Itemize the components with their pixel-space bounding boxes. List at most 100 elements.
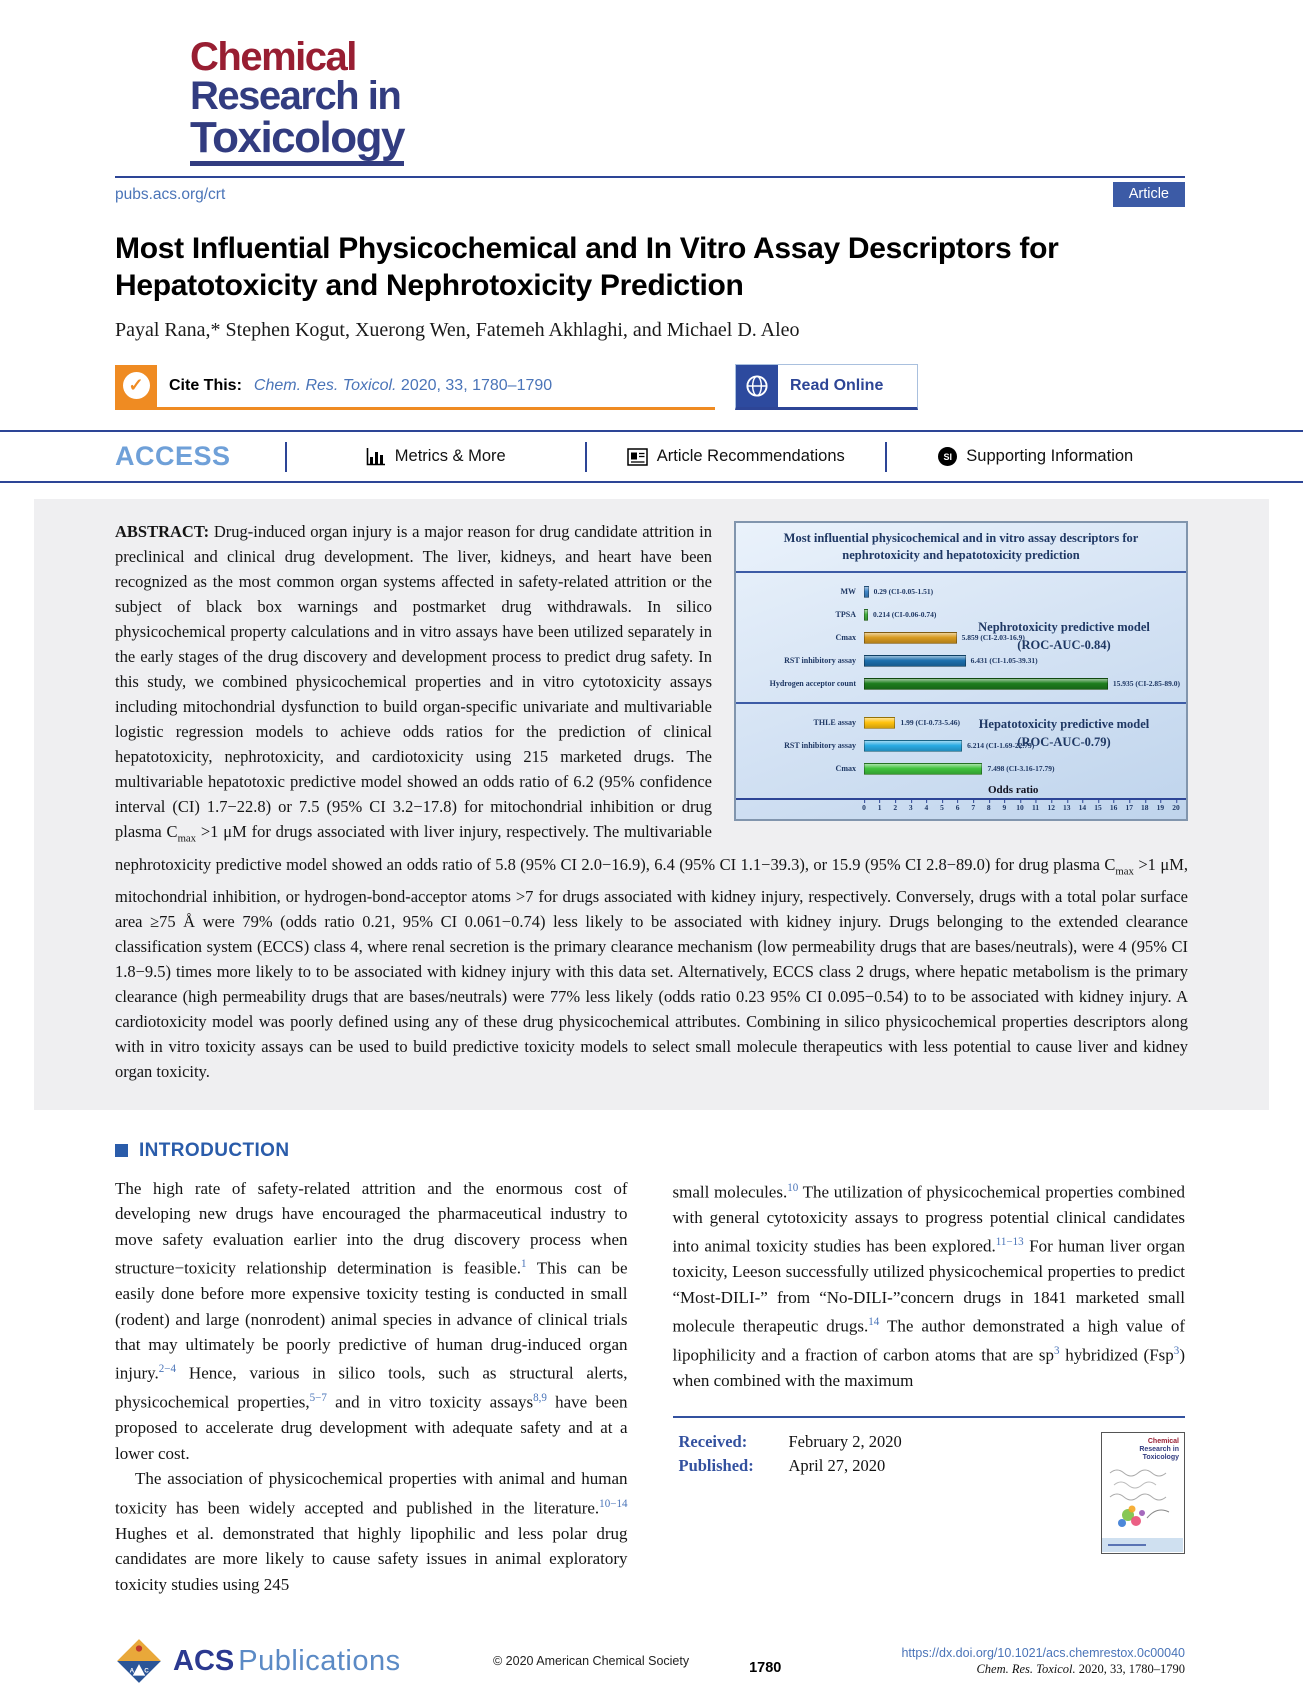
bar-value-annotation: 6.214 (CI-1.69-22.79): [967, 741, 1035, 751]
chart-panel: MW 0.29 (CI-0.05-1.51) TPSA 0.214 (CI-0.06-…: [736, 573, 1186, 705]
chart-bar-row: MW 0.29 (CI-0.05-1.51): [736, 580, 1180, 603]
intro-paragraph-1: The high rate of safety-related attritio…: [115, 1178, 628, 1463]
divider: [285, 441, 287, 472]
x-axis-tick: 6: [955, 800, 960, 813]
divider: [585, 441, 587, 472]
journal-logo-line3: Toxicology: [190, 116, 405, 167]
x-axis: 0 1 2 3 4 5 6 7 8 9 10 11 12 13 14 15 16 17 18 19 20: [736, 798, 1186, 819]
published-label: Published:: [678, 1455, 754, 1475]
read-online-button[interactable]: Read Online: [735, 364, 919, 411]
bar: [864, 677, 1108, 690]
article-icon: [627, 448, 648, 466]
chart-bar-row: THLE assay 1.99 (CI-0.73-5.46): [736, 711, 1180, 734]
section-square-icon: [115, 1144, 128, 1158]
x-axis-tick: 12: [1047, 800, 1055, 813]
bar-category-label: Cmax: [835, 633, 856, 643]
x-axis-tick: 0: [862, 800, 866, 813]
x-axis-tick: 4: [924, 800, 929, 813]
chart-bar-row: RST inhibitory assay 6.431 (CI-1.05-39.31…: [736, 649, 1180, 672]
abstract-section: Most influential physicochemical and in …: [34, 499, 1269, 1110]
bar-category-label: THLE assay: [813, 718, 856, 728]
published-date: April 27, 2020: [788, 1455, 886, 1475]
journal-url-link[interactable]: pubs.acs.org/crt: [115, 186, 226, 204]
supporting-info-label: Supporting Information: [966, 447, 1134, 466]
dates-box: Received: February 2, 2020 Published: Ap…: [672, 1415, 1185, 1554]
chart-panel: THLE assay 1.99 (CI-0.73-5.46) RST inhibit…: [736, 704, 1186, 798]
globe-icon: [736, 365, 778, 408]
bar-value-annotation: 15.935 (CI-2.85-89.0): [1112, 679, 1180, 689]
access-link[interactable]: ACCESS: [115, 441, 231, 472]
x-axis-tick: 16: [1109, 800, 1118, 813]
x-axis-tick: 9: [1002, 800, 1007, 813]
introduction-section: INTRODUCTION The high rate of safety-rel…: [0, 1140, 1303, 1597]
bar: [864, 631, 957, 644]
abstract-paragraph: ABSTRACT: Drug-induced organ injury is a…: [115, 519, 1188, 1084]
x-axis-tick: 8: [986, 800, 991, 813]
x-axis-tick: 1: [877, 800, 882, 813]
x-axis-tick: 10: [1016, 800, 1024, 813]
x-axis-tick: 11: [1032, 800, 1040, 813]
bar-value-annotation: 6.431 (CI-1.05-39.31): [970, 656, 1038, 666]
read-online-label: Read Online: [790, 377, 884, 395]
bar-category-label: MW: [840, 587, 856, 597]
x-axis-tick: 5: [940, 800, 944, 813]
bar: [864, 608, 868, 621]
journal-logo-line1: Chemical: [190, 35, 357, 79]
chart-bar-row: TPSA 0.214 (CI-0.06-0.74): [736, 603, 1180, 626]
page-number: 1780: [749, 1660, 782, 1676]
intro-paragraph-2: The association of physicochemical prope…: [115, 1469, 628, 1594]
masthead: Chemical Research in Toxicology pubs.acs…: [0, 0, 1303, 208]
chart-bar-row: Hydrogen acceptor count 15.935 (CI-2.85-8…: [736, 672, 1180, 695]
journal-cover-thumbnail: Chemical Research in Toxicology: [1101, 1431, 1185, 1554]
chart-bar-row: Cmax 5.859 (CI-2.03-16.9): [736, 626, 1180, 649]
intro-left-column: The high rate of safety-related attritio…: [115, 1176, 628, 1597]
metrics-link[interactable]: Metrics & More: [287, 447, 586, 466]
bar: [864, 716, 896, 729]
journal-logo-line2: Research in: [190, 74, 402, 119]
chart-plot-area: MW 0.29 (CI-0.05-1.51) TPSA 0.214 (CI-0.06-…: [736, 573, 1186, 819]
footer: A C ACS Publications © 2020 American Che…: [0, 1637, 1303, 1685]
recommendations-link[interactable]: Article Recommendations: [587, 447, 886, 466]
abstract-text: Drug-induced organ injury is a major rea…: [115, 522, 1188, 1081]
si-icon: SI: [938, 447, 958, 467]
authors: Payal Rana,* Stephen Kogut, Xuerong Wen,…: [115, 319, 800, 342]
metrics-label: Metrics & More: [394, 447, 506, 466]
x-axis-tick: 19: [1156, 800, 1165, 813]
svg-text:C: C: [144, 1667, 149, 1674]
x-axis-tick: 15: [1094, 800, 1102, 813]
supporting-info-link[interactable]: SI Supporting Information: [887, 447, 1186, 467]
bar-value-annotation: 1.99 (CI-0.73-5.46): [900, 718, 961, 728]
intro-right-column: small molecules.10 The utilization of ph…: [672, 1176, 1185, 1597]
x-axis-tick: 3: [908, 800, 913, 813]
chart-bar-row: Cmax 7.498 (CI-3.16-17.79): [736, 757, 1180, 780]
article-type-badge: Article: [1112, 182, 1185, 208]
received-label: Received:: [678, 1431, 748, 1451]
doi-link[interactable]: https://dx.doi.org/10.1021/acs.chemresto…: [901, 1645, 1185, 1660]
x-axis-tick: 13: [1063, 800, 1071, 813]
x-axis-tick: 20: [1172, 800, 1180, 813]
journal-logo: Chemical Research in Toxicology: [190, 35, 1185, 167]
doi-block: https://dx.doi.org/10.1021/acs.chemresto…: [901, 1646, 1185, 1677]
publications-wordmark: Publications: [238, 1644, 401, 1677]
x-axis-tick: 7: [971, 800, 976, 813]
bar: [864, 654, 966, 667]
bar-value-annotation: 0.29 (CI-0.05-1.51): [873, 587, 934, 597]
x-axis-tick: 17: [1125, 800, 1133, 813]
acs-publications-logo: A C ACS Publications: [115, 1637, 415, 1685]
bar: [864, 762, 983, 775]
cite-this-button[interactable]: ✓ Cite This: Chem. Res. Toxicol. 2020, 3…: [115, 364, 715, 411]
x-axis-tick: 18: [1141, 800, 1149, 813]
bar-category-label: Hydrogen acceptor count: [769, 679, 856, 689]
bar-value-annotation: 7.498 (CI-3.16-17.79): [987, 764, 1055, 774]
bar-category-label: Cmax: [835, 764, 856, 774]
bar-value-annotation: 5.859 (CI-2.03-16.9): [961, 633, 1025, 643]
footer-citation: Chem. Res. Toxicol. 2020, 33, 1780–1790: [976, 1661, 1185, 1676]
copyright: © 2020 American Chemical Society: [493, 1654, 690, 1668]
x-axis-tick: 2: [893, 800, 898, 813]
cite-reference: Chem. Res. Toxicol. 2020, 33, 1780–1790: [253, 376, 553, 394]
model-label: Nephrotoxicity predictive model (ROC-AUC-…: [978, 620, 1150, 652]
bar-category-label: RST inhibitory assay: [784, 741, 856, 751]
svg-text:Chemical: Chemical: [1148, 1438, 1179, 1445]
bar-category-label: RST inhibitory assay: [784, 656, 856, 666]
bar: [864, 585, 869, 598]
